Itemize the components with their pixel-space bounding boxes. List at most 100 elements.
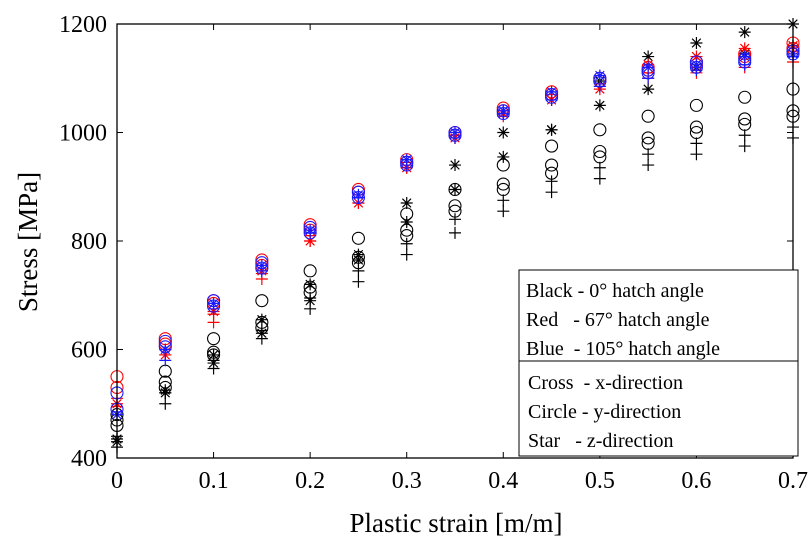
data-point-star — [207, 297, 220, 310]
legend-entry-blue: Blue - 105° hatch angle — [526, 338, 720, 360]
data-point-circle — [593, 144, 607, 159]
data-point-star — [400, 216, 413, 229]
data-point-circle — [593, 123, 607, 137]
data-point-circle — [689, 125, 703, 140]
data-point-star — [593, 69, 606, 82]
y-axis-label: Stress [MPa] — [13, 172, 43, 312]
data-point-circle — [207, 332, 221, 346]
data-point-star — [449, 183, 461, 196]
data-point-star — [352, 188, 365, 201]
data-point-cross — [207, 316, 220, 329]
data-point-cross — [642, 159, 655, 172]
data-point-star — [255, 313, 268, 326]
data-point-circle — [641, 109, 655, 123]
x-tick-label: 0.6 — [681, 468, 711, 494]
data-point-star — [304, 294, 317, 307]
data-point-star — [690, 36, 703, 49]
data-point-star — [352, 253, 365, 266]
data-point-cross — [352, 275, 365, 288]
data-point-cross — [738, 140, 751, 153]
y-tick-label: 1200 — [59, 12, 107, 38]
y-tick-label: 1000 — [59, 121, 107, 147]
data-point-star — [738, 26, 751, 39]
data-point-cross — [738, 129, 751, 142]
data-point-circle — [689, 98, 703, 112]
data-point-circle — [738, 117, 752, 131]
y-tick-label: 400 — [71, 446, 107, 472]
data-point-star — [593, 99, 606, 112]
data-point-circle — [448, 204, 462, 218]
data-point-star — [642, 61, 655, 74]
legend-entry-star: Star - z-direction — [528, 430, 674, 452]
data-point-circle — [351, 231, 365, 245]
data-point-star — [304, 224, 317, 237]
data-point-star — [497, 104, 510, 117]
legend-entry-red: Red - 67° hatch angle — [526, 309, 710, 331]
data-point-circle — [738, 112, 752, 126]
data-point-circle — [496, 182, 510, 197]
data-point-cross — [690, 137, 703, 150]
legend-entry-circle: Circle - y-direction — [528, 401, 681, 423]
data-point-star — [449, 126, 461, 139]
data-point-circle — [738, 90, 752, 104]
data-point-circle — [641, 131, 655, 145]
data-point-circle — [400, 229, 414, 243]
data-point-circle — [593, 150, 607, 164]
data-point-circle — [545, 158, 559, 172]
data-point-cross — [593, 161, 606, 174]
x-tick-label: 0.4 — [488, 468, 518, 494]
data-point-circle — [448, 199, 462, 213]
data-point-star — [304, 235, 317, 247]
x-axis-label: Plastic strain [m/m] — [350, 508, 563, 538]
legend-entry-black: Black - 0° hatch angle — [526, 280, 704, 302]
data-point-circle — [689, 120, 703, 134]
data-point-star — [690, 50, 703, 63]
data-point-star — [545, 123, 558, 136]
data-point-star — [255, 259, 268, 272]
data-point-cross — [593, 80, 606, 93]
data-point-cross — [400, 237, 413, 250]
x-tick-label: 0.2 — [295, 468, 325, 494]
x-axis-ticks: 0 0.1 0.2 0.3 0.4 0.5 0.6 0.7 — [111, 24, 808, 494]
data-point-star — [642, 50, 655, 63]
data-point-cross — [352, 264, 365, 277]
data-point-cross — [593, 172, 606, 185]
x-tick-label: 0.7 — [778, 468, 808, 494]
x-tick-label: 0.3 — [392, 468, 422, 494]
data-point-cross — [400, 248, 413, 261]
y-tick-label: 600 — [71, 338, 107, 364]
x-tick-label: 0.5 — [585, 468, 615, 494]
data-point-circle — [545, 139, 559, 153]
data-point-cross — [497, 205, 510, 218]
data-point-circle — [641, 136, 655, 150]
data-point-star — [497, 150, 510, 163]
data-point-star — [497, 126, 510, 139]
data-point-cross — [545, 175, 558, 188]
data-point-circle — [545, 166, 559, 180]
data-point-cross — [159, 397, 172, 410]
data-point-star — [400, 197, 413, 210]
data-point-circle — [496, 177, 510, 191]
data-point-cross — [449, 226, 461, 239]
data-point-star — [400, 153, 413, 166]
data-point-cross — [545, 186, 558, 199]
data-point-star — [207, 357, 220, 370]
data-point-circle — [303, 264, 317, 278]
data-point-cross — [497, 194, 510, 207]
data-point-cross — [642, 72, 655, 85]
data-point-star — [255, 327, 268, 340]
data-point-star — [545, 85, 558, 98]
x-tick-label: 0 — [111, 468, 123, 494]
data-point-cross — [159, 354, 172, 367]
x-tick-label: 0.1 — [199, 468, 229, 494]
data-point-star — [159, 384, 172, 397]
data-point-circle — [158, 364, 172, 378]
data-point-cross — [449, 213, 461, 226]
y-tick-label: 800 — [71, 229, 107, 255]
data-point-star — [304, 278, 317, 291]
legend-markers-box — [518, 360, 799, 457]
data-point-star — [159, 343, 172, 356]
data-point-star — [690, 58, 703, 71]
data-point-star — [207, 348, 220, 361]
